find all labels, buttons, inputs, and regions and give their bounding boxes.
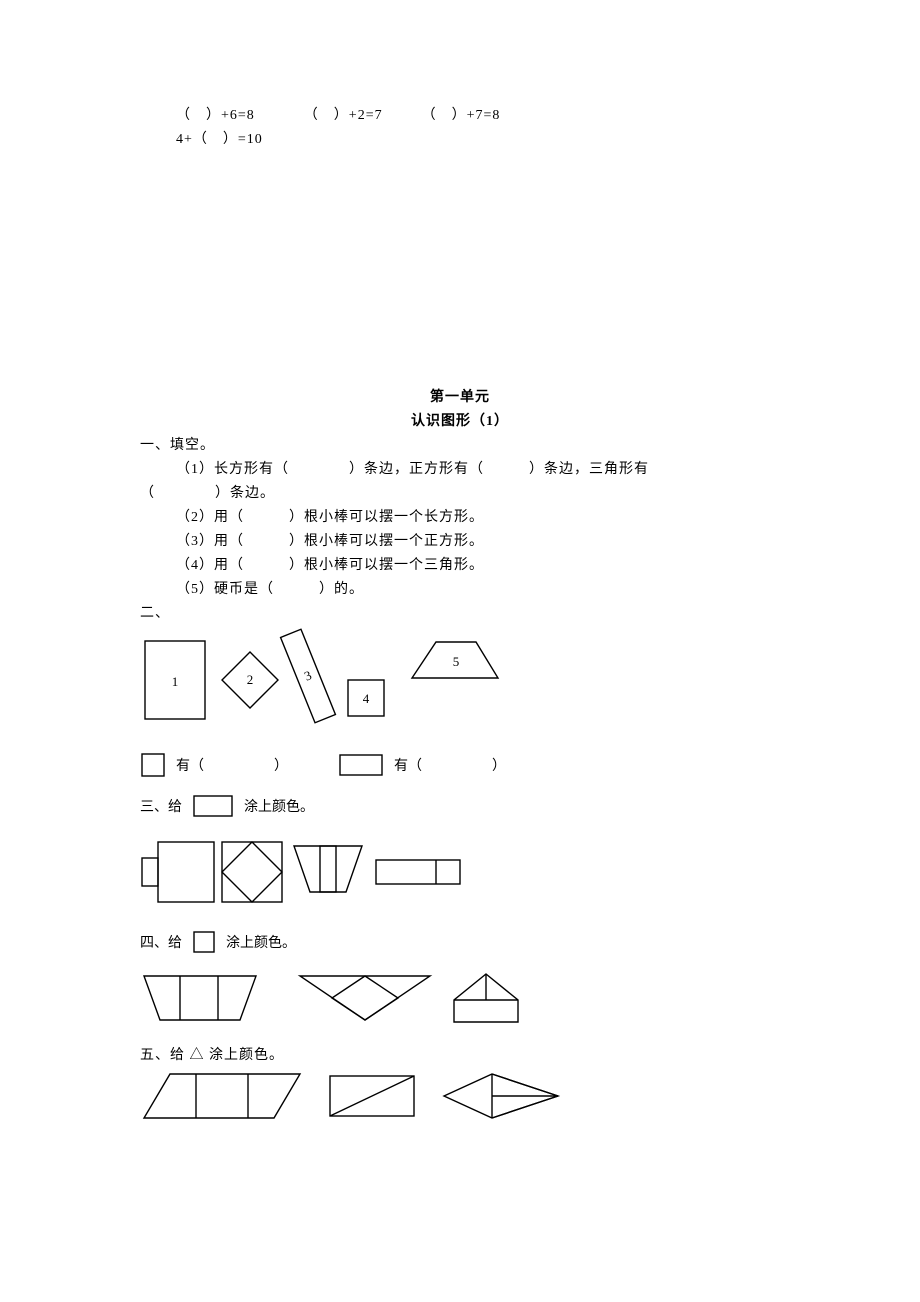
q4-heading: 四、给 bbox=[140, 932, 182, 952]
shape-label-5: 5 bbox=[453, 654, 460, 669]
q2-shapes-row: 1 2 3 4 5 bbox=[140, 626, 780, 736]
q5-shapes bbox=[140, 1068, 780, 1128]
eq3: （ ）+7=8 bbox=[422, 108, 501, 123]
q2-heading: 二、 bbox=[140, 602, 780, 622]
rectangle-icon bbox=[192, 794, 234, 818]
unit-title: 第一单元 bbox=[140, 386, 780, 406]
q1-item-4: （4）用（ ）根小棒可以摆一个三角形。 bbox=[140, 554, 780, 574]
q4-heading-tail: 涂上颜色。 bbox=[226, 932, 296, 952]
eq1: （ ）+6=8 bbox=[176, 108, 255, 123]
q1-item-1b: （ ）条边。 bbox=[140, 482, 780, 502]
eq4: 4+（ ）=10 bbox=[176, 132, 263, 147]
q1-item-2: （2）用（ ）根小棒可以摆一个长方形。 bbox=[140, 506, 780, 526]
q3-shapes bbox=[140, 834, 780, 914]
q2-answer-row: 有（ ） 有（ ） bbox=[140, 752, 780, 778]
q3-heading-row: 三、给 涂上颜色。 bbox=[140, 794, 780, 818]
equation-row-2: 4+（ ）=10 bbox=[140, 128, 780, 148]
eq2: （ ）+2=7 bbox=[304, 108, 383, 123]
square-icon bbox=[192, 930, 216, 954]
q1-item-3: （3）用（ ）根小棒可以摆一个正方形。 bbox=[140, 530, 780, 550]
shape-label-1: 1 bbox=[172, 674, 179, 689]
q3-heading: 三、给 bbox=[140, 796, 182, 816]
shape-label-3: 3 bbox=[302, 667, 314, 683]
q4-shapes bbox=[140, 970, 780, 1030]
q1-item-5: （5）硬币是（ ）的。 bbox=[140, 578, 780, 598]
square-icon bbox=[140, 752, 166, 778]
shape-label-2: 2 bbox=[247, 672, 254, 687]
q3-heading-tail: 涂上颜色。 bbox=[244, 796, 314, 816]
rectangle-icon bbox=[338, 753, 384, 777]
q2-has-2: 有（ ） bbox=[394, 755, 506, 775]
q2-has-1: 有（ ） bbox=[176, 755, 288, 775]
q1-heading: 一、填空。 bbox=[140, 434, 780, 454]
equation-row-1: （ ）+6=8 （ ）+2=7 （ ）+7=8 bbox=[140, 104, 780, 124]
q2-shapes-svg: 1 2 3 4 5 bbox=[140, 626, 560, 736]
q1-item-1: （1）长方形有（ ）条边，正方形有（ ）条边，三角形有 bbox=[140, 458, 780, 478]
q5-heading: 五、给 △ 涂上颜色。 bbox=[140, 1044, 780, 1064]
shape-label-4: 4 bbox=[363, 691, 370, 706]
subtitle: 认识图形（1） bbox=[140, 410, 780, 430]
q4-heading-row: 四、给 涂上颜色。 bbox=[140, 930, 780, 954]
